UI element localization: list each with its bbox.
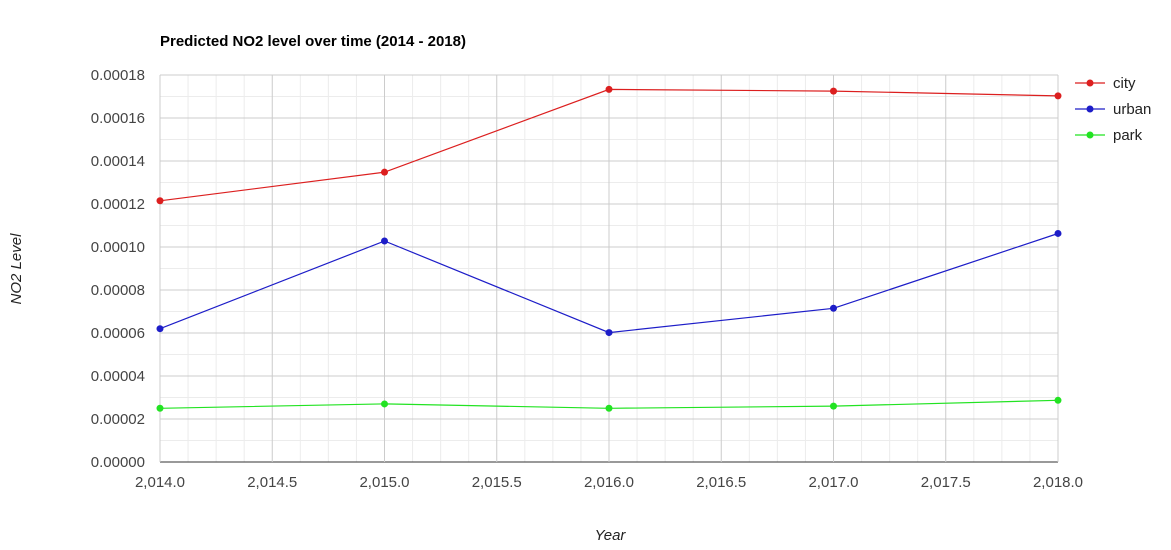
data-point-park: [1054, 396, 1062, 404]
x-tick-label: 2,016.0: [584, 474, 634, 491]
y-axis-ticks: 0.00000 0.00002 0.00004 0.00006 0.00008 0.000…: [91, 67, 145, 471]
y-tick-label: 0.00000: [91, 454, 145, 471]
y-tick-label: 0.00004: [91, 368, 145, 385]
x-tick-label: 2,015.0: [359, 474, 409, 491]
y-tick-label: 0.00016: [91, 110, 145, 127]
y-tick-label: 0.00006: [91, 325, 145, 342]
data-point-park: [156, 404, 164, 412]
legend-marker-city: [1086, 79, 1094, 87]
data-point-urban: [830, 304, 837, 312]
x-tick-label: 2,014.5: [247, 474, 297, 491]
y-tick-label: 0.00002: [91, 411, 145, 428]
data-point-urban: [381, 237, 388, 245]
x-tick-label: 2,017.5: [921, 474, 971, 491]
data-point-urban: [156, 325, 164, 333]
data-point-park: [830, 402, 837, 410]
data-point-city: [830, 87, 837, 95]
legend-label-urban: urban: [1113, 101, 1151, 118]
series-group: [156, 85, 1062, 412]
data-point-city: [156, 197, 164, 205]
data-point-urban: [605, 329, 613, 337]
x-tick-label: 2,016.5: [696, 474, 746, 491]
data-point-park: [605, 404, 613, 412]
y-tick-label: 0.00014: [91, 153, 145, 170]
y-tick-label: 0.00010: [91, 239, 145, 256]
legend-marker-park: [1086, 131, 1094, 139]
legend-marker-urban: [1086, 105, 1094, 113]
data-point-city: [605, 85, 613, 93]
y-tick-label: 0.00008: [91, 282, 145, 299]
data-point-city: [1054, 92, 1062, 100]
x-tick-label: 2,018.0: [1033, 474, 1083, 491]
y-axis-title: NO2 Level: [8, 233, 25, 305]
chart-title: Predicted NO2 level over time (2014 - 20…: [160, 33, 466, 50]
x-tick-label: 2,014.0: [135, 474, 185, 491]
x-tick-label: 2,015.5: [472, 474, 522, 491]
x-tick-label: 2,017.0: [808, 474, 858, 491]
legend: city urban park: [1075, 75, 1151, 144]
y-tick-label: 0.00012: [91, 196, 145, 213]
data-point-city: [381, 168, 388, 176]
legend-label-park: park: [1113, 127, 1143, 144]
data-point-urban: [1054, 229, 1062, 237]
data-point-park: [381, 400, 388, 408]
legend-label-city: city: [1113, 75, 1136, 92]
y-tick-label: 0.00018: [91, 67, 145, 84]
x-axis-title: Year: [595, 527, 627, 544]
minor-grid: [160, 75, 1058, 462]
x-axis-ticks: 2,014.0 2,014.5 2,015.0 2,015.5 2,016.0 2,016…: [135, 474, 1083, 491]
